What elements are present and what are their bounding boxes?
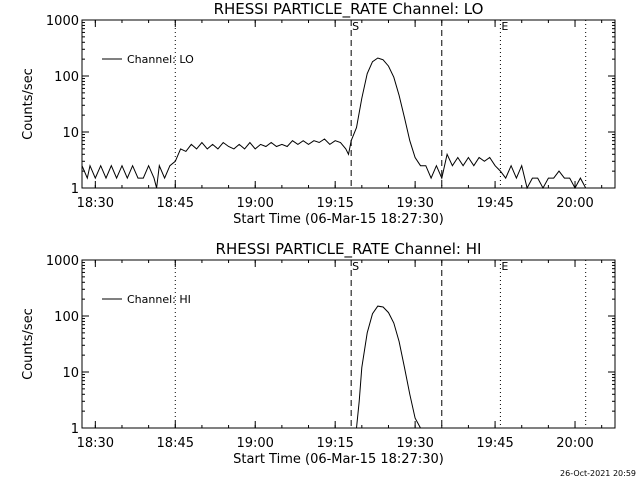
panel2-x-axis-label: Start Time (06-Mar-15 18:27:30) — [233, 452, 444, 467]
panel1-y-tick-label: 100 — [54, 70, 79, 85]
panel1-marker-label: S — [352, 20, 359, 33]
panel2-x-tick-label: 18:30 — [77, 436, 114, 451]
panel2-x-tick-label: 19:45 — [476, 436, 513, 451]
panel1-y-tick-label: 10 — [62, 126, 79, 141]
panel1-x-tick-label: 18:30 — [77, 196, 114, 211]
panel1-marker-label: E — [501, 20, 508, 33]
panel2-marker-label: E — [501, 260, 508, 273]
panel2-y-tick-label: 10 — [62, 366, 79, 381]
panel2-x-tick-label: 19:30 — [396, 436, 433, 451]
panel2-plot-frame — [82, 260, 615, 428]
panel2-y-axis-label: Counts/sec — [21, 308, 36, 380]
panel2-title: RHESSI PARTICLE_RATE Channel: HI — [216, 240, 482, 259]
panel1-x-tick-label: 20:00 — [556, 196, 593, 211]
panel2-y-tick-label: 1000 — [46, 254, 79, 269]
panel1-series-line — [82, 58, 586, 188]
panel1-x-tick-label: 18:45 — [157, 196, 194, 211]
panel1-y-axis-label: Counts/sec — [21, 68, 36, 140]
panel2-x-tick-label: 18:45 — [157, 436, 194, 451]
panel1-x-tick-label: 19:00 — [236, 196, 273, 211]
panel1-x-axis-label: Start Time (06-Mar-15 18:27:30) — [233, 212, 444, 227]
panel1-title: RHESSI PARTICLE_RATE Channel: LO — [214, 0, 484, 19]
panel1-plot-frame — [82, 20, 615, 188]
panel2-series-line — [357, 306, 421, 428]
panel2-x-tick-label: 20:00 — [556, 436, 593, 451]
panel2-y-tick-label: 1 — [71, 422, 79, 437]
panel1-legend-label: Channel: LO — [127, 53, 194, 66]
panel1-y-tick-label: 1000 — [46, 14, 79, 29]
panel1-x-tick-label: 19:30 — [396, 196, 433, 211]
panel1-x-tick-label: 19:45 — [476, 196, 513, 211]
panel2-legend-label: Channel: HI — [127, 293, 191, 306]
panel2-y-tick-label: 100 — [54, 310, 79, 325]
panel2-x-tick-label: 19:15 — [316, 436, 353, 451]
panel2-x-tick-label: 19:00 — [236, 436, 273, 451]
footer-timestamp: 26-Oct-2021 20:59 — [560, 469, 636, 478]
panel2-marker-label: S — [352, 260, 359, 273]
panel1-y-tick-label: 1 — [71, 182, 79, 197]
panel1-x-tick-label: 19:15 — [316, 196, 353, 211]
